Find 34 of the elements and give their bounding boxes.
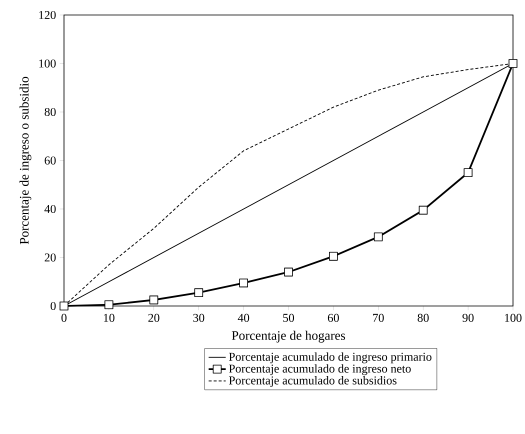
x-tick-label: 50 [283, 314, 294, 322]
y-tick-label: 40 [44, 204, 56, 214]
x-tick-label: 80 [418, 314, 429, 322]
point [60, 302, 68, 310]
y-tick-label: 0 [50, 302, 56, 310]
point [149, 296, 158, 304]
x-axis-title: Porcentaje de hogares [232, 330, 346, 343]
y-tick-label: 100 [39, 59, 56, 68]
x-tick-label: 40 [238, 314, 250, 322]
x-tick-label: 100 [505, 314, 522, 322]
y-axis-title: Porcentaje de ingreso o subsidio [20, 76, 32, 244]
point [329, 252, 338, 261]
legend-label: Porcentaje acumulado de ingreso neto [228, 364, 411, 376]
point [194, 288, 204, 298]
point [284, 268, 293, 276]
y-tick-label: 120 [39, 10, 56, 20]
y-tick-label: 80 [44, 108, 56, 116]
x-tick-label: 10 [104, 314, 114, 322]
legend-label: Porcentaje acumulado de ingreso primario [228, 352, 432, 364]
x-tick-label: 90 [462, 314, 474, 322]
x-tick-label: 30 [193, 314, 204, 322]
point [418, 206, 428, 215]
x-tick-label: 70 [373, 314, 384, 322]
x-tick-label: 20 [148, 314, 160, 322]
x-tick-label: 0 [61, 314, 67, 322]
point [508, 59, 518, 68]
legend-label: Porcentaje acumulado de subsidios [228, 376, 397, 387]
point [104, 300, 114, 310]
point [239, 278, 248, 288]
x-tick-label: 60 [328, 314, 339, 322]
y-tick-label: 20 [44, 253, 56, 262]
point [464, 168, 472, 178]
point [374, 232, 383, 242]
y-tick-label: 60 [44, 156, 56, 165]
